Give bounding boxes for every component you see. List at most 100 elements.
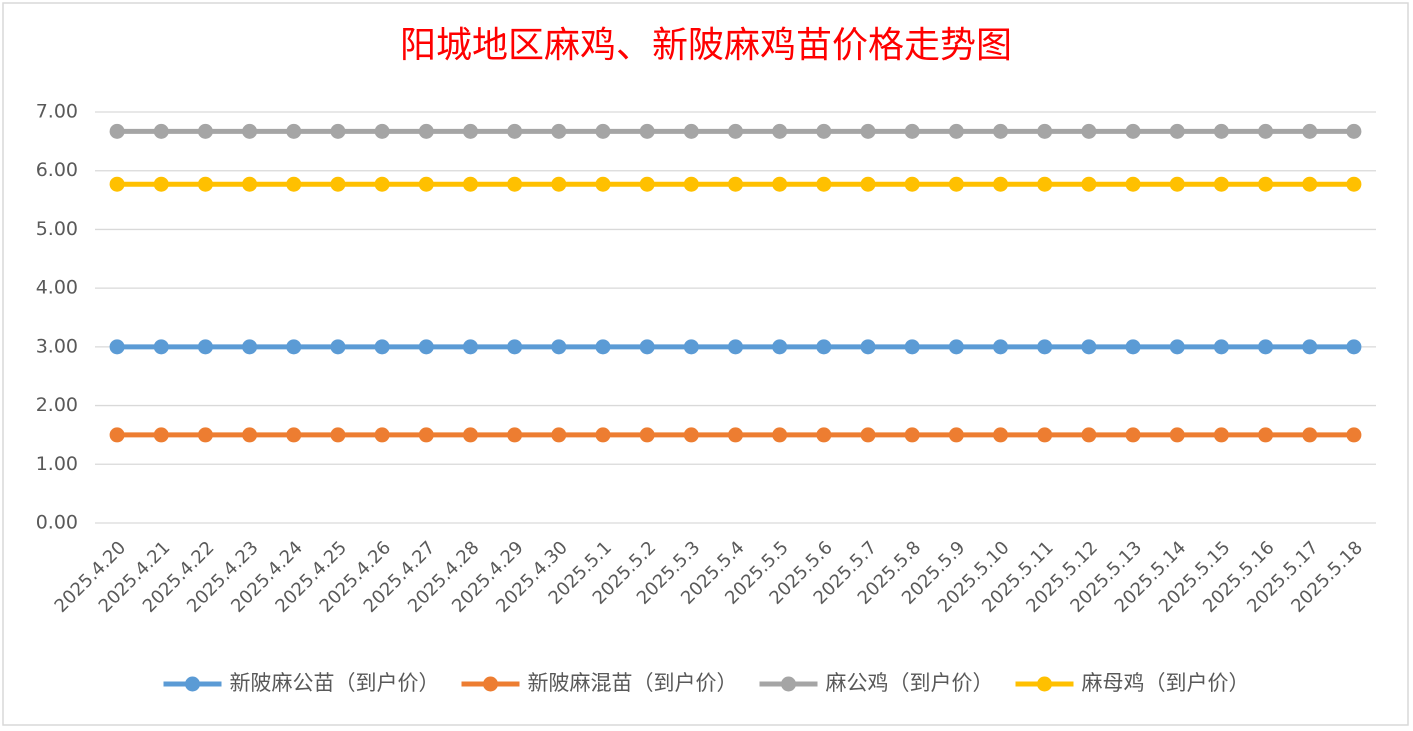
legend-marker [185, 676, 200, 692]
y-tick-label: 5.00 [36, 218, 78, 240]
point [860, 123, 876, 139]
point [595, 123, 611, 139]
point [1302, 176, 1318, 192]
legend-label: 新陂麻混苗（到户价） [528, 671, 738, 695]
point [948, 176, 964, 192]
point [993, 176, 1009, 192]
point [993, 123, 1009, 139]
y-tick-label: 1.00 [36, 453, 78, 475]
point [374, 176, 390, 192]
point [1213, 176, 1229, 192]
point [462, 339, 478, 355]
point [816, 339, 832, 355]
y-tick-label: 6.00 [36, 159, 78, 181]
point [330, 339, 346, 355]
point [683, 427, 699, 443]
point [1037, 427, 1053, 443]
point [374, 427, 390, 443]
point [109, 176, 125, 192]
point [551, 427, 567, 443]
legend-marker [781, 676, 796, 692]
point [1213, 427, 1229, 443]
point [683, 123, 699, 139]
point [993, 427, 1009, 443]
legend: 新陂麻公苗（到户价） 新陂麻混苗（到户价） 麻公鸡（到户价） 麻母鸡（到户价） [163, 671, 1250, 695]
point [772, 176, 788, 192]
point [109, 339, 125, 355]
point [153, 427, 169, 443]
point [1213, 339, 1229, 355]
point [772, 339, 788, 355]
y-tick-label: 3.00 [36, 335, 78, 357]
point [1346, 427, 1362, 443]
point [683, 339, 699, 355]
point [816, 176, 832, 192]
point [242, 339, 258, 355]
point [551, 176, 567, 192]
point [1125, 176, 1141, 192]
point [197, 176, 213, 192]
point [1169, 176, 1185, 192]
point [1081, 123, 1097, 139]
point [242, 123, 258, 139]
point [904, 427, 920, 443]
point [816, 427, 832, 443]
point [904, 123, 920, 139]
point [1258, 123, 1274, 139]
point [639, 427, 655, 443]
legend-marker [1037, 676, 1052, 692]
point [1125, 427, 1141, 443]
point [1037, 339, 1053, 355]
point [330, 123, 346, 139]
point [1213, 123, 1229, 139]
point [462, 176, 478, 192]
y-tick-label: 7.00 [36, 101, 78, 123]
chart-title: 阳城地区麻鸡、新陂麻鸡苗价格走势图 [400, 25, 1012, 66]
point [904, 339, 920, 355]
point [860, 427, 876, 443]
point [1081, 427, 1097, 443]
legend-label: 新陂麻公苗（到户价） [230, 671, 440, 695]
point [109, 123, 125, 139]
legend-label: 麻公鸡（到户价） [826, 671, 994, 695]
point [639, 339, 655, 355]
point [904, 176, 920, 192]
point [595, 176, 611, 192]
point [1258, 176, 1274, 192]
y-tick-label: 4.00 [36, 277, 78, 299]
point [595, 427, 611, 443]
point [330, 427, 346, 443]
point [728, 427, 743, 443]
point [1081, 176, 1097, 192]
point [1346, 123, 1362, 139]
point [286, 176, 302, 192]
point [330, 176, 346, 192]
point [728, 123, 743, 139]
point [1302, 339, 1318, 355]
point [1169, 123, 1185, 139]
point [1037, 123, 1053, 139]
point [242, 176, 258, 192]
point [551, 339, 567, 355]
point [860, 339, 876, 355]
point [374, 123, 390, 139]
point [286, 339, 302, 355]
point [197, 339, 213, 355]
point [507, 123, 523, 139]
point [418, 339, 434, 355]
point [1346, 339, 1362, 355]
point [639, 123, 655, 139]
point [1169, 339, 1185, 355]
point [286, 427, 302, 443]
point [683, 176, 699, 192]
point [1125, 123, 1141, 139]
point [507, 427, 523, 443]
point [639, 176, 655, 192]
point [551, 123, 567, 139]
point [948, 339, 964, 355]
point [418, 427, 434, 443]
point [1302, 123, 1318, 139]
point [1037, 176, 1053, 192]
